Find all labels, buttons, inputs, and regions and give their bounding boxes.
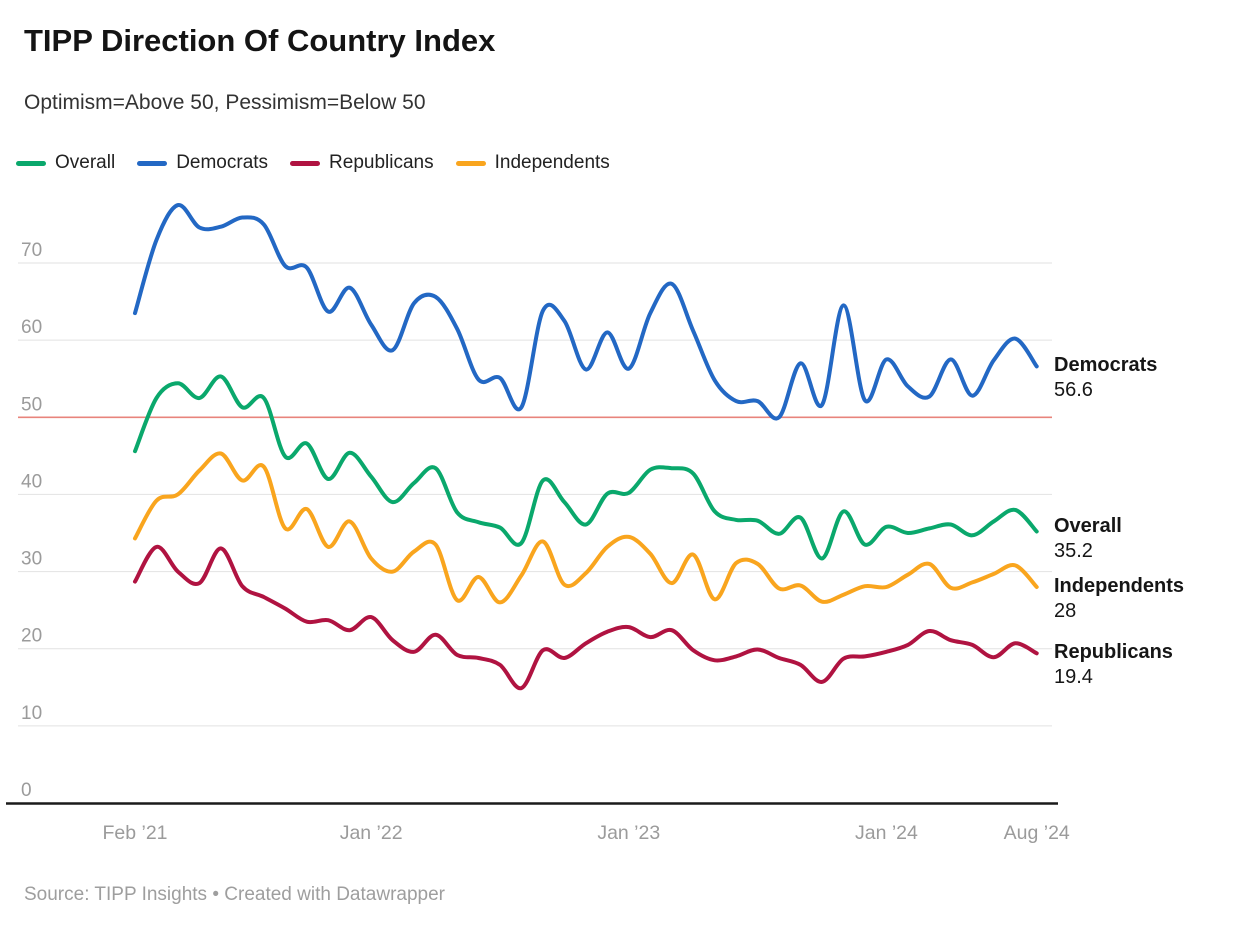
end-label-series-value: 28	[1054, 599, 1077, 622]
legend-item-independents: Independents	[455, 152, 610, 174]
y-tick-label: 60	[21, 317, 42, 338]
y-tick-label: 20	[21, 626, 42, 647]
y-tick-label: 10	[21, 703, 42, 724]
y-tick-label: 50	[21, 394, 42, 415]
legend-label: Overall	[55, 152, 116, 173]
x-tick-label: Jan ’23	[597, 822, 660, 844]
end-label-overall: Overall 35.2	[1054, 514, 1234, 564]
legend-swatch-icon	[16, 160, 46, 166]
end-label-democrats: Democrats 56.6	[1054, 353, 1234, 403]
legend-item-democrats: Democrats	[137, 152, 268, 174]
end-label-series-name: Independents	[1054, 574, 1185, 597]
end-label-series-value: 19.4	[1054, 666, 1093, 689]
y-tick-label: 0	[21, 780, 32, 801]
legend-item-overall: Overall	[16, 152, 115, 174]
legend: Overall Democrats Republicans Independents	[16, 152, 610, 174]
legend-item-republicans: Republicans	[290, 152, 434, 174]
end-label-series-name: Overall	[1054, 515, 1122, 538]
chart-title: TIPP Direction Of Country Index	[24, 23, 496, 58]
series-line-republicans	[133, 544, 1039, 691]
y-tick-label: 70	[21, 240, 42, 261]
series-line-independents	[133, 451, 1039, 605]
legend-label: Independents	[494, 152, 610, 173]
end-label-independents: Independents 28	[1054, 574, 1234, 624]
y-tick-label: 40	[21, 471, 42, 492]
legend-swatch-icon	[455, 160, 486, 166]
series-line-overall	[133, 374, 1039, 561]
end-label-republicans: Republicans 19.4	[1054, 640, 1234, 690]
x-tick-label: Jan ’24	[855, 822, 918, 844]
chart-subtitle: Optimism=Above 50, Pessimism=Below 50	[24, 91, 426, 114]
end-label-series-name: Republicans	[1054, 641, 1173, 664]
legend-label: Democrats	[176, 152, 269, 173]
x-tick-label: Jan ’22	[340, 822, 403, 844]
x-tick-label: Feb ’21	[102, 822, 167, 844]
series-line-democrats	[133, 203, 1039, 421]
x-tick-label: Aug ’24	[1004, 822, 1070, 844]
end-label-series-value: 56.6	[1054, 379, 1093, 402]
source-note: Source: TIPP Insights • Created with Dat…	[24, 884, 445, 905]
y-tick-label: 30	[21, 549, 42, 570]
legend-label: Republicans	[329, 152, 434, 173]
end-label-series-value: 35.2	[1054, 540, 1093, 563]
end-label-series-name: Democrats	[1054, 354, 1158, 377]
legend-swatch-icon	[290, 160, 321, 166]
legend-swatch-icon	[137, 160, 168, 166]
